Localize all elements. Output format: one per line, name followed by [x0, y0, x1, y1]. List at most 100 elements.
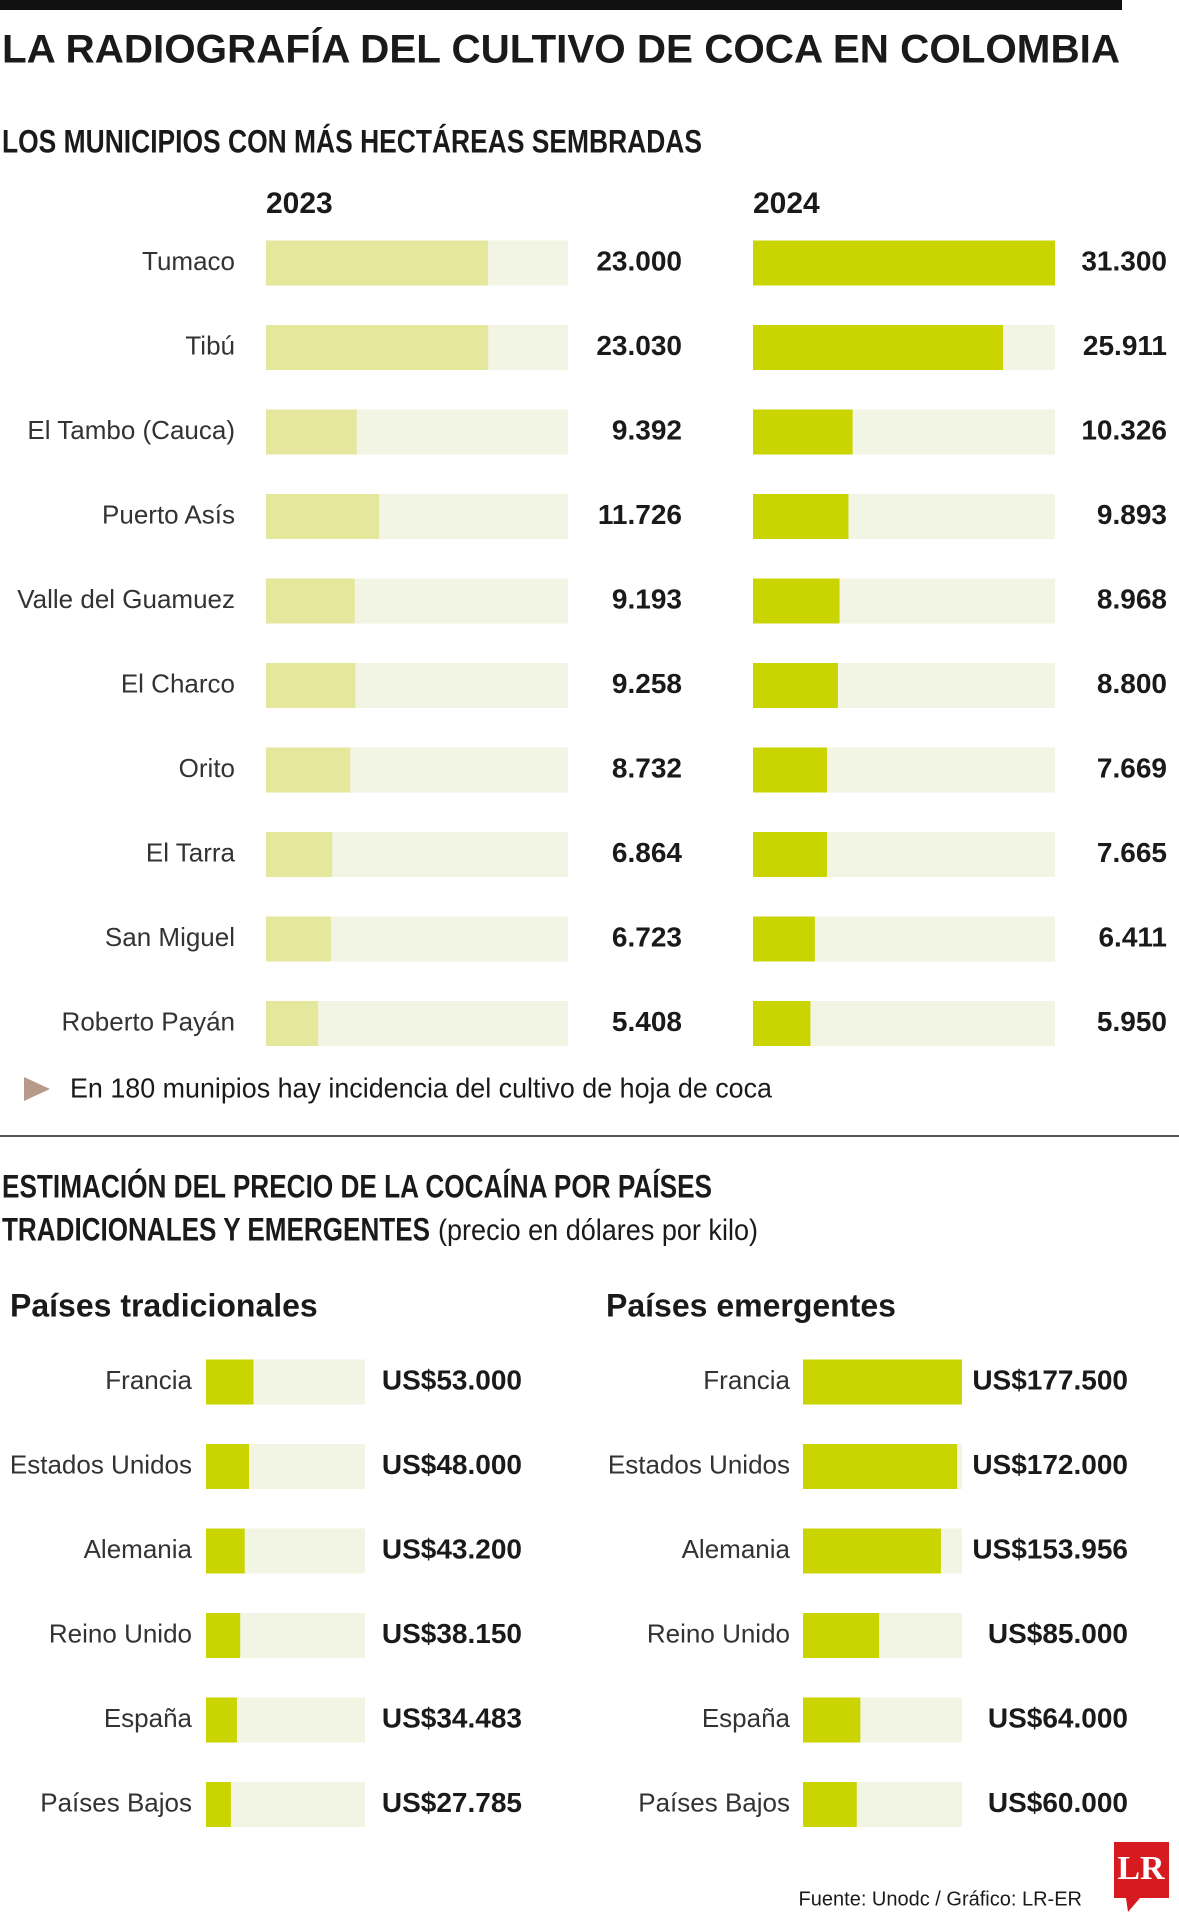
section-title: ESTIMACIÓN DEL PRECIO DE LA COCAÍNA POR …: [2, 1168, 712, 1204]
unit-note: (precio en dólares por kilo): [438, 1214, 758, 1247]
value-label: 8.968: [1097, 583, 1167, 614]
value-label: US$60.000: [988, 1787, 1128, 1818]
category-label: Puerto Asís: [102, 499, 235, 529]
bar: [803, 1782, 857, 1827]
bar: [803, 1613, 880, 1658]
section-title: TRADICIONALES Y EMERGENTES: [2, 1211, 430, 1247]
bar: [753, 663, 838, 708]
category-label: Alemania: [84, 1534, 193, 1564]
bar: [266, 1001, 319, 1046]
value-label: 10.326: [1081, 414, 1167, 445]
category-label: Estados Unidos: [608, 1449, 790, 1479]
bar: [206, 1528, 245, 1574]
bar: [753, 747, 827, 793]
category-label: Valle del Guamuez: [17, 584, 235, 614]
category-label: Roberto Payán: [62, 1006, 235, 1036]
value-label: 23.000: [596, 245, 682, 276]
category-label: Reino Unido: [49, 1618, 192, 1648]
bar: [266, 409, 357, 455]
value-label: US$85.000: [988, 1618, 1128, 1649]
value-label: 25.911: [1083, 330, 1167, 361]
value-label: 9.193: [612, 583, 682, 614]
main-title: LA RADIOGRAFÍA DEL CULTIVO DE COCA EN CO…: [2, 27, 1120, 72]
category-label: El Tambo (Cauca): [27, 415, 235, 445]
bar: [206, 1444, 249, 1489]
top-rule: [0, 0, 1122, 10]
bar: [803, 1697, 861, 1743]
category-label: Tumaco: [142, 246, 235, 276]
category-label: Francia: [105, 1365, 192, 1395]
logo: LR: [1117, 1850, 1165, 1887]
bar: [206, 1782, 231, 1827]
bar: [206, 1359, 254, 1405]
bar: [753, 578, 840, 624]
value-label: US$177.500: [972, 1364, 1128, 1395]
value-label: 11.726: [598, 499, 682, 530]
series-header: 2023: [266, 187, 333, 220]
category-label: Reino Unido: [647, 1618, 790, 1648]
value-label: 31.300: [1081, 245, 1167, 276]
category-label: Países Bajos: [40, 1787, 192, 1817]
value-label: US$43.200: [382, 1533, 522, 1564]
value-label: US$64.000: [988, 1702, 1128, 1733]
category-label: España: [104, 1703, 193, 1733]
bar: [803, 1444, 958, 1489]
value-label: US$34.483: [382, 1702, 522, 1733]
bar: [753, 409, 853, 455]
bar: [753, 494, 849, 539]
value-label: 9.258: [612, 668, 682, 699]
bar: [206, 1613, 241, 1658]
value-label: 5.950: [1097, 1006, 1167, 1037]
value-label: US$172.000: [972, 1449, 1128, 1480]
category-label: San Miguel: [105, 922, 235, 952]
category-label: Tibú: [185, 330, 235, 360]
bar-track: [206, 1782, 365, 1827]
value-label: 8.732: [612, 752, 682, 783]
category-label: Orito: [179, 753, 235, 783]
value-label: 8.800: [1097, 668, 1167, 699]
bar: [266, 832, 333, 877]
value-label: 7.669: [1097, 752, 1167, 783]
value-label: 23.030: [596, 330, 682, 361]
note: En 180 munipios hay incidencia del culti…: [70, 1072, 772, 1103]
logo-tail: [1126, 1898, 1140, 1912]
series-header: 2024: [753, 187, 820, 220]
section-title: LOS MUNICIPIOS CON MÁS HECTÁREAS SEMBRAD…: [2, 123, 702, 159]
bar: [266, 494, 380, 539]
bar: [266, 578, 355, 624]
value-label: 7.665: [1097, 837, 1167, 868]
logo-box: [1114, 1842, 1169, 1898]
value-label: US$38.150: [382, 1618, 522, 1649]
value-label: 5.408: [612, 1006, 682, 1037]
value-label: US$153.956: [972, 1533, 1128, 1564]
note-arrow: [24, 1077, 50, 1101]
bar: [803, 1528, 941, 1574]
category-label: España: [702, 1703, 791, 1733]
bar: [753, 832, 827, 877]
category-label: Estados Unidos: [10, 1449, 192, 1479]
bar: [753, 240, 1055, 286]
category-label: Alemania: [682, 1534, 791, 1564]
value-label: 6.723: [612, 921, 682, 952]
value-label: US$27.785: [382, 1787, 522, 1818]
source: Fuente: Unodc / Gráfico: LR-ER: [799, 1888, 1082, 1910]
category-label: El Tarra: [146, 837, 236, 867]
category-label: El Charco: [121, 668, 235, 698]
value-label: 9.893: [1097, 499, 1167, 530]
value-label: 6.864: [612, 837, 682, 868]
bar: [266, 325, 489, 370]
series-header: Países tradicionales: [10, 1287, 318, 1323]
bar: [753, 1001, 811, 1046]
value-label: 6.411: [1098, 921, 1167, 952]
category-label: Países Bajos: [638, 1787, 790, 1817]
bar: [803, 1359, 962, 1405]
category-label: Francia: [703, 1365, 790, 1395]
bar: [753, 325, 1004, 370]
value-label: US$48.000: [382, 1449, 522, 1480]
bar: [266, 747, 351, 793]
value-label: US$53.000: [382, 1364, 522, 1395]
bar: [753, 916, 815, 962]
bar: [206, 1697, 237, 1743]
value-label: 9.392: [612, 414, 682, 445]
